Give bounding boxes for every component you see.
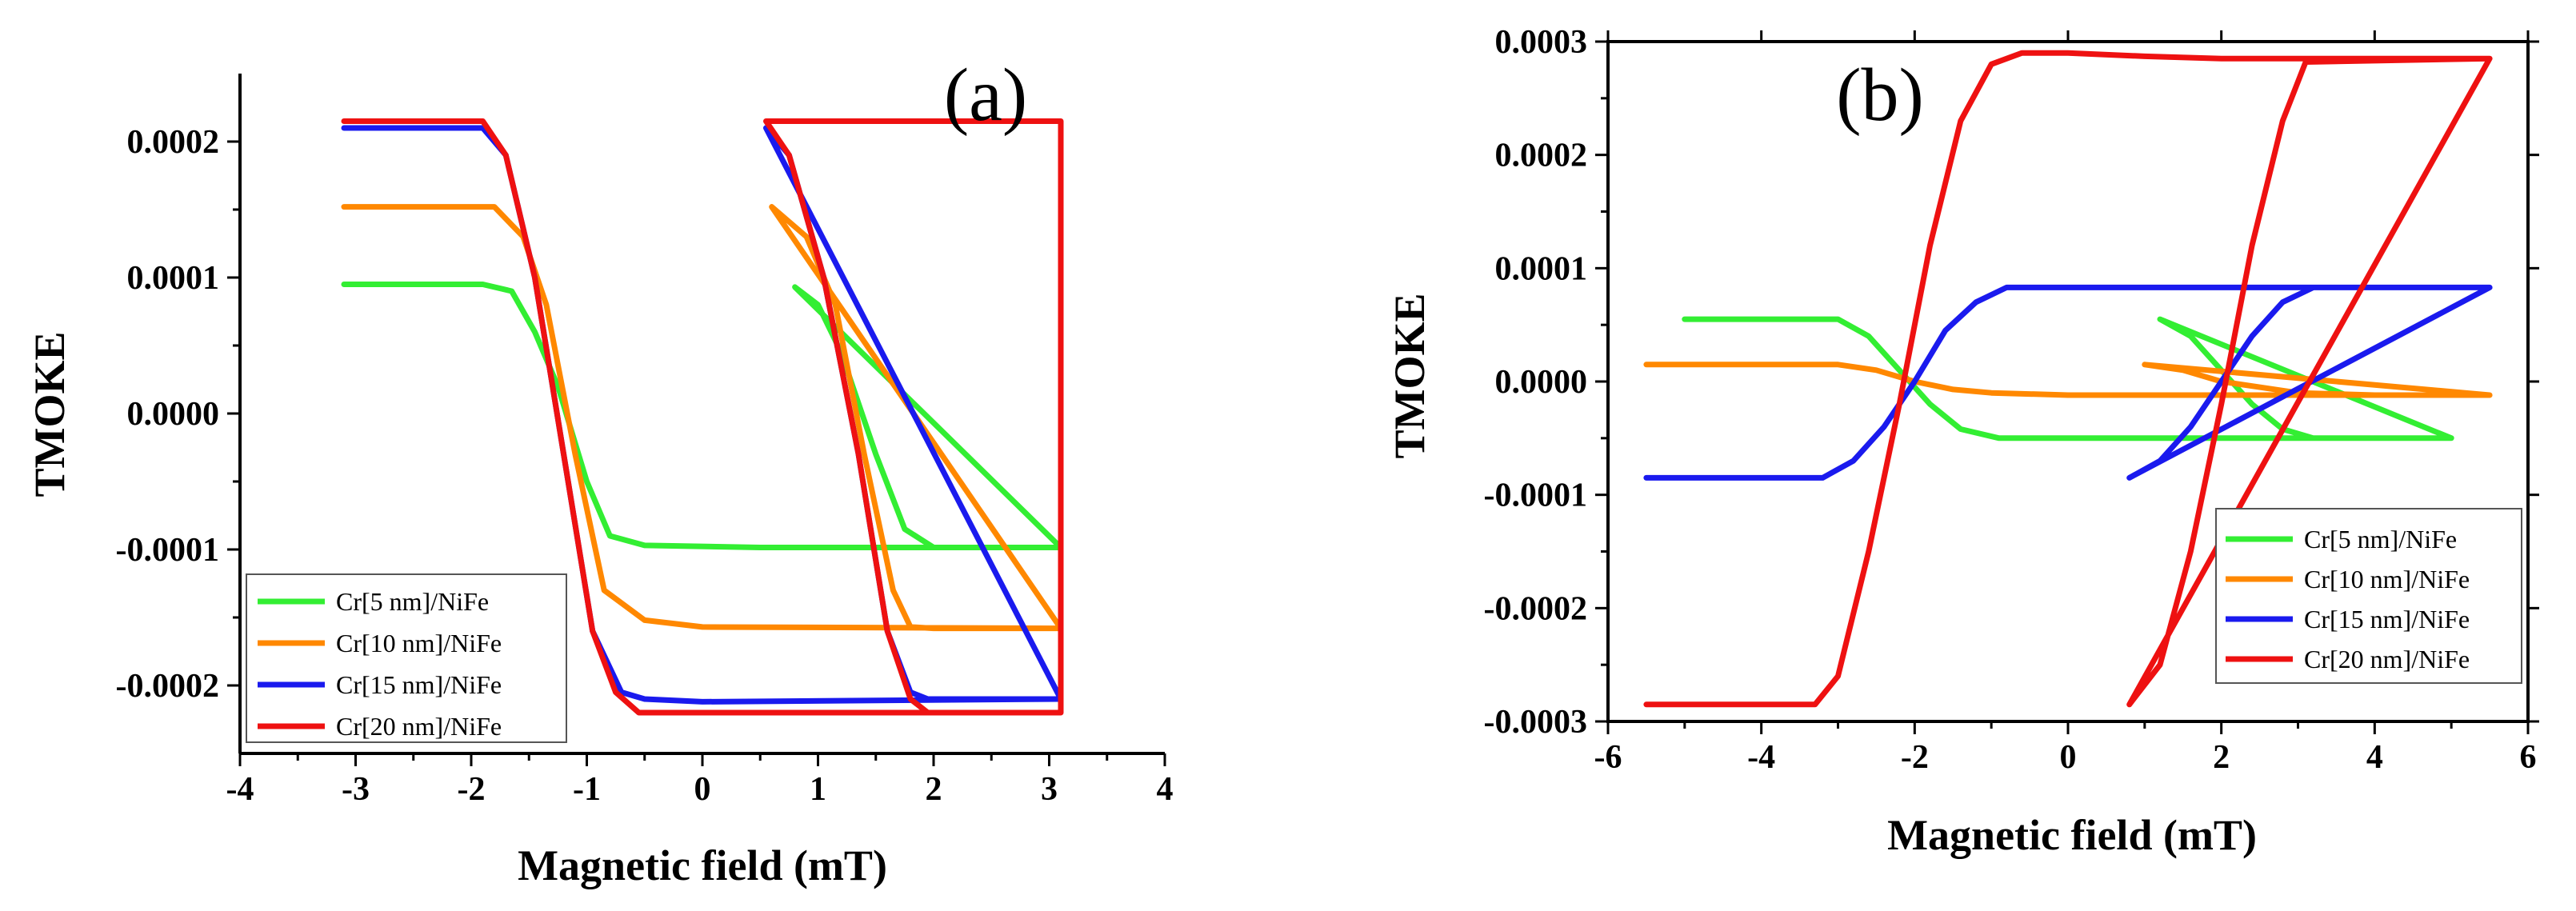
series-line	[1643, 362, 2493, 398]
y-axis-title-a: TMOKE	[26, 331, 74, 497]
series-line	[341, 282, 1064, 550]
ticks-b: -6 -4 -2 0 2 4 6 0.0003 0.0002 0.0001 0.0000 -0.000…	[1484, 24, 2539, 776]
y-tick-label: -0.0001	[1484, 477, 1588, 514]
y-axis-title-b: TMOKE	[1386, 293, 1434, 458]
series-line	[1682, 316, 2454, 442]
legend-label: Cr[20 nm]/NiFe	[336, 712, 502, 741]
y-tick-label: 0.0000	[1495, 364, 1588, 401]
legend-a: Cr[5 nm]/NiFe Cr[10 nm]/NiFe Cr[15 nm]/NiF…	[246, 573, 567, 743]
x-tick-label: 0	[694, 771, 711, 808]
legend-label: Cr[5 nm]/NiFe	[2304, 525, 2457, 553]
panel-label-a: (a)	[944, 54, 1027, 137]
x-tick-label: -4	[226, 771, 254, 808]
chart-panel-b: -6 -4 -2 0 2 4 6 0.0003 0.0002 0.0001 0.0000 -0.000…	[1386, 24, 2539, 859]
chart-panel-a: -4 -3 -2 -1 0 1 2 3 4 0.0002 0.0001 0.0000 -0.0001 -0…	[26, 54, 1174, 889]
legend-label: Cr[15 nm]/NiFe	[2304, 605, 2470, 633]
y-tick-label: 0.0001	[1495, 250, 1588, 287]
legend-items-b: Cr[5 nm]/NiFe Cr[10 nm]/NiFe Cr[15 nm]/NiF…	[2226, 525, 2470, 673]
x-tick-label: -2	[458, 771, 486, 808]
y-tick-label: -0.0002	[1484, 590, 1588, 627]
series-line	[1643, 50, 2493, 708]
legend-label: Cr[5 nm]/NiFe	[336, 587, 489, 616]
x-tick-label: 6	[2520, 739, 2537, 776]
ticks-a: -4 -3 -2 -1 0 1 2 3 4 0.0002 0.0001 0.0000 -0.0001 -0…	[116, 124, 1174, 808]
legend-label: Cr[20 nm]/NiFe	[2304, 645, 2470, 673]
x-tick-label: 0	[2060, 739, 2077, 776]
y-tick-label: 0.0001	[127, 260, 220, 297]
x-tick-label: 2	[2213, 739, 2230, 776]
x-tick-label: 4	[1157, 771, 1174, 808]
series-line	[341, 204, 1064, 632]
x-axis-title-b: Magnetic field (mT)	[1887, 811, 2257, 859]
legend-label: Cr[15 nm]/NiFe	[336, 670, 502, 699]
series-line	[341, 118, 1064, 716]
y-tick-label: 0.0002	[1495, 138, 1588, 174]
legend-label: Cr[10 nm]/NiFe	[2304, 565, 2470, 593]
x-tick-label: -3	[342, 771, 370, 808]
x-tick-label: -4	[1747, 739, 1775, 776]
panel-label-b: (b)	[1836, 54, 1924, 137]
y-tick-label: 0.0002	[127, 124, 220, 161]
x-tick-label: -6	[1594, 739, 1622, 776]
y-tick-label: 0.0000	[127, 396, 220, 433]
x-tick-label: 2	[926, 771, 942, 808]
x-tick-label: 3	[1041, 771, 1058, 808]
series-group-b	[1643, 50, 2493, 708]
x-tick-label: 1	[810, 771, 826, 808]
y-tick-label: -0.0003	[1484, 704, 1588, 741]
legend-b: Cr[5 nm]/NiFe Cr[10 nm]/NiFe Cr[15 nm]/NiF…	[2215, 508, 2522, 684]
series-group-a	[341, 118, 1064, 716]
x-tick-label: -1	[573, 771, 601, 808]
x-tick-label: 4	[2366, 739, 2383, 776]
y-tick-label: 0.0003	[1495, 24, 1588, 61]
legend-items-a: Cr[5 nm]/NiFe Cr[10 nm]/NiFe Cr[15 nm]/NiF…	[258, 587, 502, 741]
y-tick-label: -0.0001	[116, 532, 220, 569]
x-tick-label: -2	[1901, 739, 1929, 776]
series-line	[1643, 284, 2493, 481]
x-axis-title-a: Magnetic field (mT)	[518, 841, 887, 889]
y-tick-label: -0.0002	[116, 668, 220, 705]
legend-label: Cr[10 nm]/NiFe	[336, 629, 502, 657]
